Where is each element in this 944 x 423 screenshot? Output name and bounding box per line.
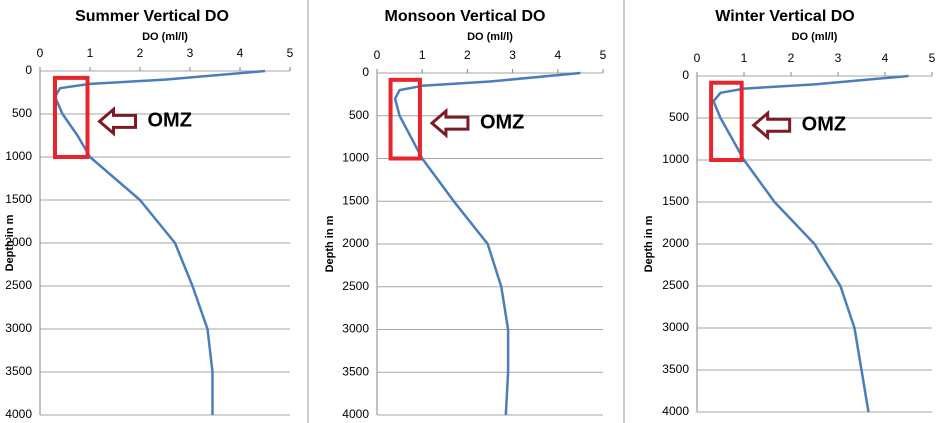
y-tick-label: 4000 — [662, 404, 689, 418]
annotation: OMZ — [802, 114, 846, 136]
y-tick-label: 1500 — [662, 194, 689, 208]
annotation: OMZ — [148, 110, 192, 132]
omz-arrow — [429, 107, 470, 139]
y-tick-label: 500 — [669, 110, 689, 124]
x-tick-label: 0 — [37, 46, 44, 60]
y-tick-label: 2500 — [5, 278, 32, 292]
y-tick-label: 4000 — [342, 407, 369, 421]
y-tick-label: 2500 — [342, 279, 369, 293]
omz-box — [388, 77, 422, 161]
chart-title: Monsoon Vertical DO — [385, 8, 546, 25]
x-axis-label: DO (ml/l) — [467, 31, 513, 43]
y-tick-label: 1500 — [5, 192, 32, 206]
x-tick-label: 3 — [509, 48, 516, 62]
x-tick-label: 1 — [87, 46, 94, 60]
annotation: OMZ — [480, 111, 524, 133]
x-axis-label: DO (ml/l) — [142, 31, 188, 43]
y-tick-label: 3000 — [5, 321, 32, 335]
omz-arrow — [97, 106, 137, 137]
y-tick-label: 1500 — [342, 193, 369, 207]
y-tick-label: 0 — [362, 65, 369, 79]
x-tick-label: 3 — [835, 51, 842, 65]
y-tick-label: 1000 — [5, 149, 32, 163]
data-line — [53, 69, 266, 415]
x-tick-label: 1 — [741, 51, 748, 65]
x-tick-label: 4 — [237, 46, 244, 60]
x-tick-label: 5 — [287, 46, 294, 60]
y-tick-label: 2000 — [662, 236, 689, 250]
y-tick-label: 500 — [12, 106, 32, 120]
x-tick-label: 2 — [464, 48, 471, 62]
x-tick-label: 2 — [788, 51, 795, 65]
x-tick-label: 5 — [929, 51, 936, 65]
y-tick-label: 500 — [349, 108, 369, 122]
omz-box — [709, 80, 744, 162]
y-tick-label: 2000 — [342, 236, 369, 250]
omz-arrow — [751, 109, 792, 141]
y-tick-label: 1000 — [342, 151, 369, 165]
x-tick-label: 4 — [554, 48, 561, 62]
y-axis-label: Depth in m — [643, 215, 655, 272]
x-tick-label: 2 — [137, 46, 144, 60]
y-tick-label: 3000 — [342, 322, 369, 336]
y-axis-label: Depth in m — [4, 214, 16, 271]
y-axis-label: Depth in m — [324, 215, 336, 272]
y-tick-label: 0 — [25, 63, 32, 77]
omz-box — [53, 75, 90, 159]
x-tick-label: 0 — [374, 48, 381, 62]
y-tick-label: 1000 — [662, 152, 689, 166]
chart-title: Winter Vertical DO — [715, 8, 854, 25]
y-tick-label: 3500 — [662, 362, 689, 376]
x-tick-label: 5 — [600, 48, 607, 62]
x-tick-label: 3 — [187, 46, 194, 60]
x-tick-label: 1 — [419, 48, 426, 62]
y-tick-label: 3500 — [5, 364, 32, 378]
y-tick-label: 2000 — [5, 235, 32, 249]
y-tick-label: 0 — [682, 68, 689, 82]
x-tick-label: 4 — [882, 51, 889, 65]
y-tick-label: 3500 — [342, 364, 369, 378]
y-tick-label: 2500 — [662, 278, 689, 292]
y-tick-label: 3000 — [662, 320, 689, 334]
x-tick-label: 0 — [694, 51, 701, 65]
y-tick-label: 4000 — [5, 407, 32, 421]
chart-title: Summer Vertical DO — [75, 8, 229, 25]
x-axis-label: DO (ml/l) — [792, 31, 838, 43]
